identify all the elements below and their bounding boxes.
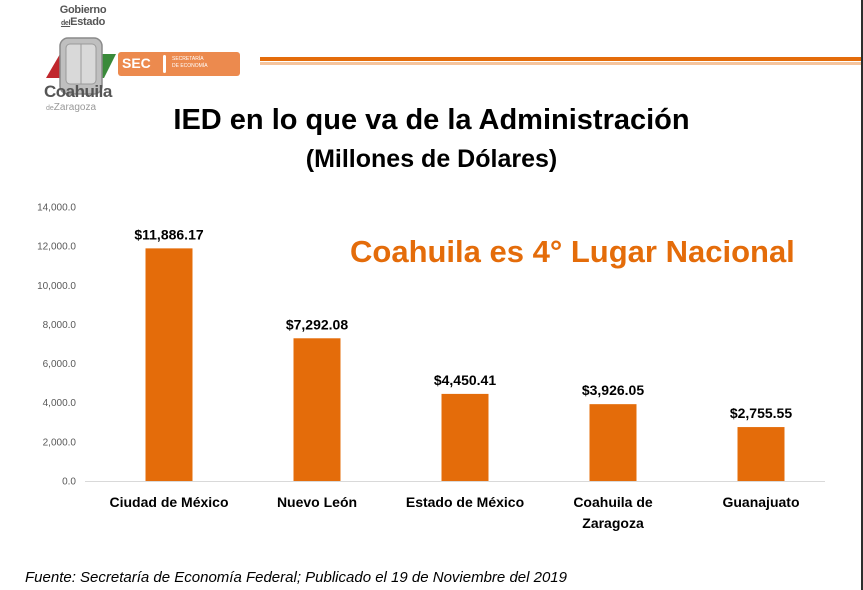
header-rule	[260, 57, 861, 61]
logo-gobierno-line2: delEstado	[54, 16, 112, 30]
logo-coahuila-text: Coahuila	[44, 82, 112, 101]
y-tick-label: 8,000.0	[43, 320, 77, 331]
logo-zaragoza: Zaragoza	[53, 102, 97, 113]
y-tick-label: 2,000.0	[43, 437, 77, 448]
sec-sub-line1: SECRETARÍA	[172, 56, 204, 62]
data-label: $2,755.55	[730, 405, 792, 421]
bar	[441, 393, 489, 481]
chart-subtitle: (Millones de Dólares)	[305, 145, 558, 173]
sec-divider	[163, 55, 166, 73]
data-label: $3,926.05	[582, 382, 644, 398]
bar-chart: 0.0 2,000.0 4,000.0 6,000.0 8,000.0 10,000.0 1…	[37, 203, 825, 531]
header-rule-light	[260, 62, 861, 65]
y-tick-label: 14,000.0	[37, 203, 76, 214]
data-label: $4,450.41	[434, 372, 496, 388]
y-tick-label: 6,000.0	[43, 359, 77, 370]
data-label: $11,886.17	[134, 226, 204, 242]
gobierno-coahuila-logo: Gobierno delEstado Coahuila deZaragoza S…	[34, 2, 240, 114]
ranking-callout: Coahuila es 4° Lugar Nacional	[350, 234, 795, 269]
data-label: $7,292.08	[286, 316, 348, 332]
bar	[589, 404, 637, 481]
chart-title: IED en lo que va de la Administración	[173, 104, 690, 136]
category-label: Zaragoza	[582, 515, 644, 531]
logo-de: de	[46, 105, 54, 112]
category-label: Nuevo León	[277, 494, 357, 510]
y-tick-label: 12,000.0	[37, 242, 76, 253]
logo-gobierno-line1: Gobierno	[59, 4, 107, 16]
logo-gobierno-text: Gobierno delEstado	[54, 4, 112, 30]
category-label: Ciudad de México	[109, 494, 228, 510]
category-label: Coahuila de	[573, 494, 653, 510]
category-label: Guanajuato	[722, 494, 799, 510]
logo-estado: Estado	[70, 16, 106, 28]
sec-sub-line2: DE ECONOMÍA	[172, 63, 208, 69]
y-tick-label: 10,000.0	[37, 281, 76, 292]
category-label: Estado de México	[406, 494, 524, 510]
source-footnote: Fuente: Secretaría de Economía Federal; …	[25, 569, 567, 586]
bar	[145, 248, 193, 481]
logo-del: del	[60, 20, 71, 27]
sec-badge	[118, 52, 240, 76]
bar	[293, 338, 341, 481]
logo-zaragoza-text: deZaragoza	[46, 102, 96, 113]
sec-subtitle: SECRETARÍA DE ECONOMÍA	[172, 56, 208, 70]
sec-logo-text: SEC	[122, 55, 151, 71]
y-tick-label: 0.0	[62, 477, 76, 488]
bar	[737, 427, 785, 481]
window-edge	[861, 0, 863, 590]
coat-of-arms-icon	[46, 37, 116, 95]
y-tick-label: 4,000.0	[43, 398, 77, 409]
